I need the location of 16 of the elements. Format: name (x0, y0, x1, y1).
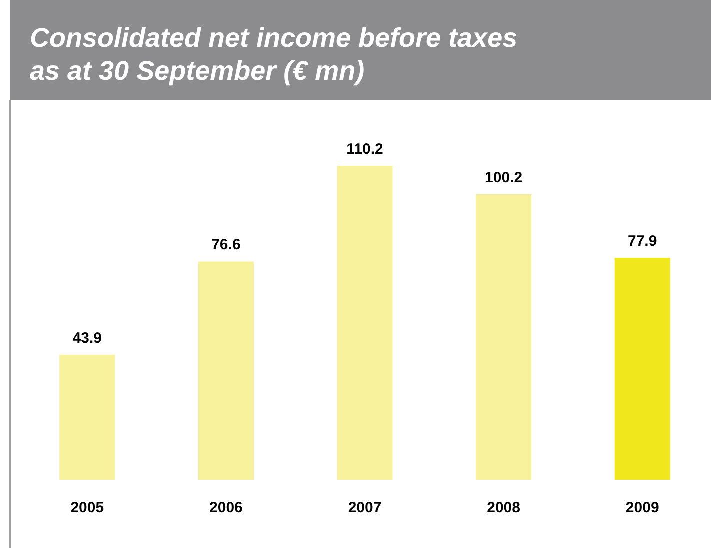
chart-title: Consolidated net income before taxes as at 30 September (€ mn) (30, 23, 518, 86)
bar (337, 166, 393, 480)
data-label: 76.6 (212, 236, 241, 254)
data-label: 77.9 (628, 233, 658, 250)
x-tick-label: 2009 (626, 500, 660, 517)
x-tick-label: 2008 (487, 500, 520, 517)
bar (614, 258, 670, 480)
data-label: 43.9 (72, 330, 102, 347)
x-tick-label: 2007 (348, 500, 382, 517)
data-label: 100.2 (485, 169, 523, 186)
x-tick-label: 2006 (210, 500, 243, 517)
data-label: 110.2 (346, 141, 384, 158)
x-tick-label: 2005 (70, 500, 104, 517)
bar (198, 262, 254, 480)
bar (476, 194, 532, 480)
bar (60, 354, 116, 480)
